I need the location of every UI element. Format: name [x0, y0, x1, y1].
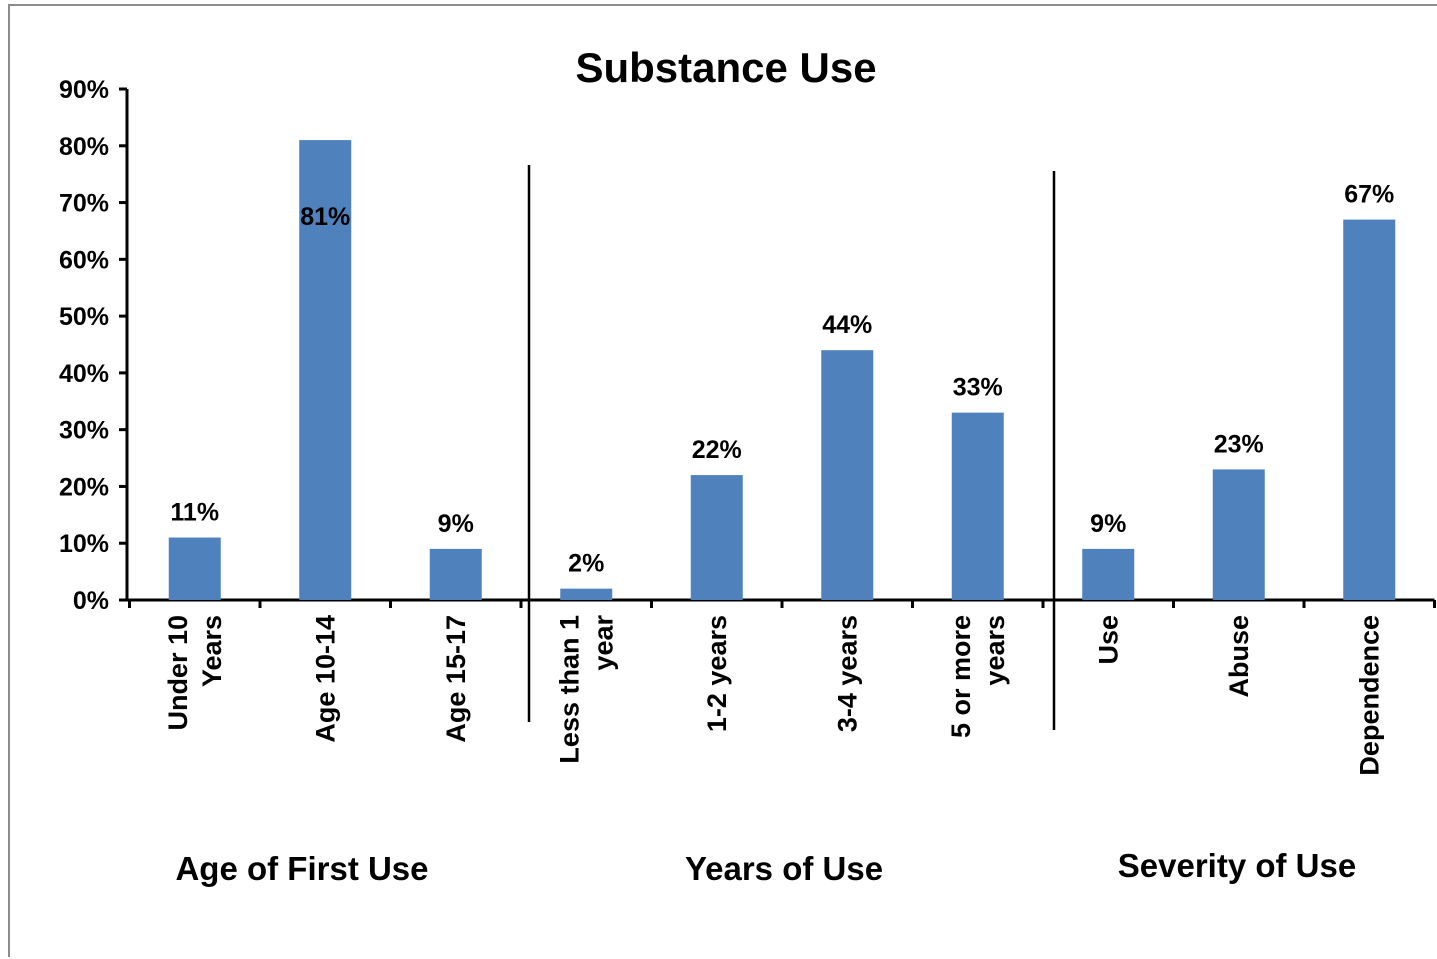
y-tick-label: 50% — [59, 303, 109, 331]
group-label: Severity of Use — [1118, 847, 1356, 884]
chart-frame: Substance Use 0% 10% 20% 30% 40% 50% 60% 70% 80% 9… — [8, 4, 1437, 957]
x-tick-label: Age 15-17 — [441, 615, 471, 743]
data-label: 11% — [170, 499, 219, 527]
group-label: Age of First Use — [175, 850, 428, 887]
x-tick-label: 5 or more — [946, 615, 976, 738]
chart-title: Substance Use — [575, 44, 876, 91]
bar — [429, 548, 482, 600]
data-label: 81% — [300, 203, 350, 231]
x-tick-label: year — [588, 615, 618, 671]
y-tick-label: 30% — [59, 417, 109, 445]
bar — [1082, 548, 1135, 600]
y-tick-label: 10% — [59, 530, 109, 558]
x-tick-label: Less than 1 — [554, 615, 584, 764]
bar — [951, 412, 1004, 600]
y-tick-label: 40% — [59, 360, 109, 388]
y-tick-label: 90% — [59, 76, 109, 104]
data-label: 22% — [692, 436, 742, 464]
x-tick-label: Years — [197, 615, 227, 687]
data-label: 67% — [1344, 181, 1394, 209]
x-tick-label: Use — [1093, 615, 1123, 665]
data-label: 9% — [438, 510, 474, 538]
y-tick-label: 60% — [59, 246, 109, 274]
bar — [560, 588, 613, 600]
y-tick-label: 80% — [59, 133, 109, 161]
x-tick-label: Under 10 — [163, 615, 193, 731]
data-label: 33% — [953, 374, 1003, 402]
data-label: 2% — [568, 550, 604, 578]
bar-chart: Substance Use 0% 10% 20% 30% 40% 50% 60% 70% 80% 9… — [59, 44, 1436, 887]
x-tick-label: Dependence — [1354, 615, 1384, 776]
bar — [168, 537, 221, 600]
y-tick-label: 70% — [59, 190, 109, 218]
y-tick-label: 20% — [59, 473, 109, 501]
x-tick-label: 1-2 years — [702, 615, 732, 732]
data-label: 23% — [1214, 430, 1264, 458]
data-label: 9% — [1090, 510, 1126, 538]
bar — [299, 140, 352, 600]
data-label: 44% — [822, 311, 872, 339]
y-tick-label: 0% — [73, 587, 109, 615]
group-label: Years of Use — [685, 850, 883, 887]
x-tick-label: years — [980, 615, 1010, 686]
x-tick-label: Age 10-14 — [310, 615, 340, 743]
bar — [821, 350, 874, 600]
bar — [1212, 469, 1265, 600]
x-tick-label: 3-4 years — [832, 615, 862, 732]
x-tick-label: Abuse — [1224, 615, 1254, 698]
bar — [690, 475, 743, 600]
bar — [1343, 219, 1396, 601]
